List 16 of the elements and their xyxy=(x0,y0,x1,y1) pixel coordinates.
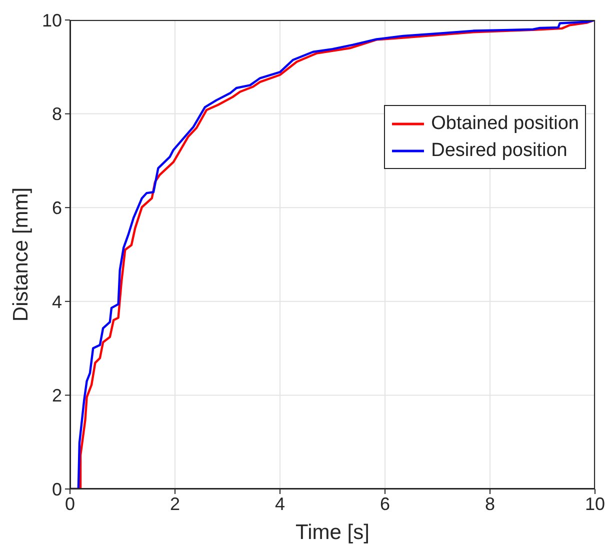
y-tick-label: 8 xyxy=(52,104,62,124)
x-axis-title: Time [s] xyxy=(296,521,370,544)
x-tick-label: 0 xyxy=(64,494,76,514)
y-tick-label: 6 xyxy=(52,198,62,218)
y-tick-label: 2 xyxy=(52,386,62,406)
x-tick-label: 4 xyxy=(274,494,286,514)
x-tick-label: 6 xyxy=(380,494,390,514)
x-tick-label: 2 xyxy=(170,494,180,514)
x-tick-label: 10 xyxy=(584,494,606,514)
legend-label: Desired position xyxy=(431,139,568,163)
y-tick-label: 4 xyxy=(52,292,62,312)
x-tick-label: 8 xyxy=(484,494,496,514)
legend-label: Obtained position xyxy=(431,112,579,136)
y-tick-label: 10 xyxy=(42,10,62,30)
y-axis-title: Distance [mm] xyxy=(9,187,32,322)
y-tick-label: 0 xyxy=(52,479,62,500)
